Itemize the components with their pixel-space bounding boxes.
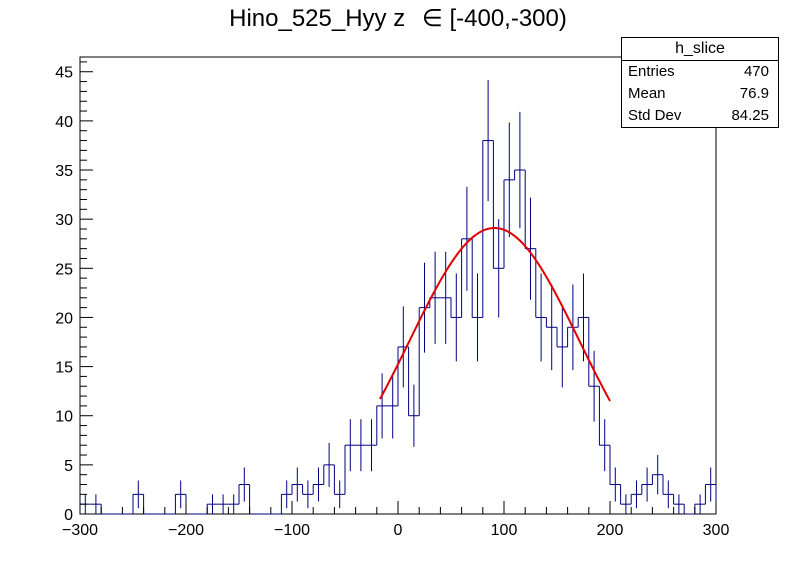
stddev-label: Std Dev [628,107,682,124]
x-tick-label: 300 [703,522,730,539]
gaussian-fit-curve [379,227,611,402]
stats-stddev-row: Std Dev 84.25 [622,105,778,127]
stats-title: h_slice [622,38,778,61]
stats-mean-row: Mean 76.9 [622,83,778,105]
y-tick-label: 40 [55,114,73,131]
y-tick-label: 25 [55,261,73,278]
x-tick-label: −100 [274,522,310,539]
stats-box: h_slice Entries 470 Mean 76.9 Std Dev 84… [621,37,779,128]
stats-entries-row: Entries 470 [622,61,778,83]
y-tick-label: 15 [55,360,73,377]
x-tick-label: 0 [394,522,403,539]
x-tick-label: −200 [168,522,204,539]
entries-value: 470 [743,63,769,80]
entries-label: Entries [628,63,675,80]
x-tick-label: −300 [62,522,98,539]
y-tick-label: 20 [55,310,73,327]
x-tick-label: 100 [491,522,518,539]
y-tick-label: 35 [55,163,73,180]
x-tick-label: 200 [597,522,624,539]
stddev-value: 84.25 [731,107,769,124]
y-tick-label: 5 [64,458,73,475]
y-tick-label: 30 [55,212,73,229]
y-tick-label: 0 [64,507,73,524]
element-of-symbol: ∈ [421,5,443,32]
y-tick-label: 45 [55,65,73,82]
chart-title: Hino_525_Hyy z ∈ [-400,-300) [0,4,796,33]
mean-label: Mean [628,85,666,102]
mean-value: 76.9 [739,85,769,102]
title-text: Hino_525_Hyy z [229,5,406,32]
title-range: [-400,-300) [449,5,567,32]
y-tick-label: 10 [55,409,73,426]
